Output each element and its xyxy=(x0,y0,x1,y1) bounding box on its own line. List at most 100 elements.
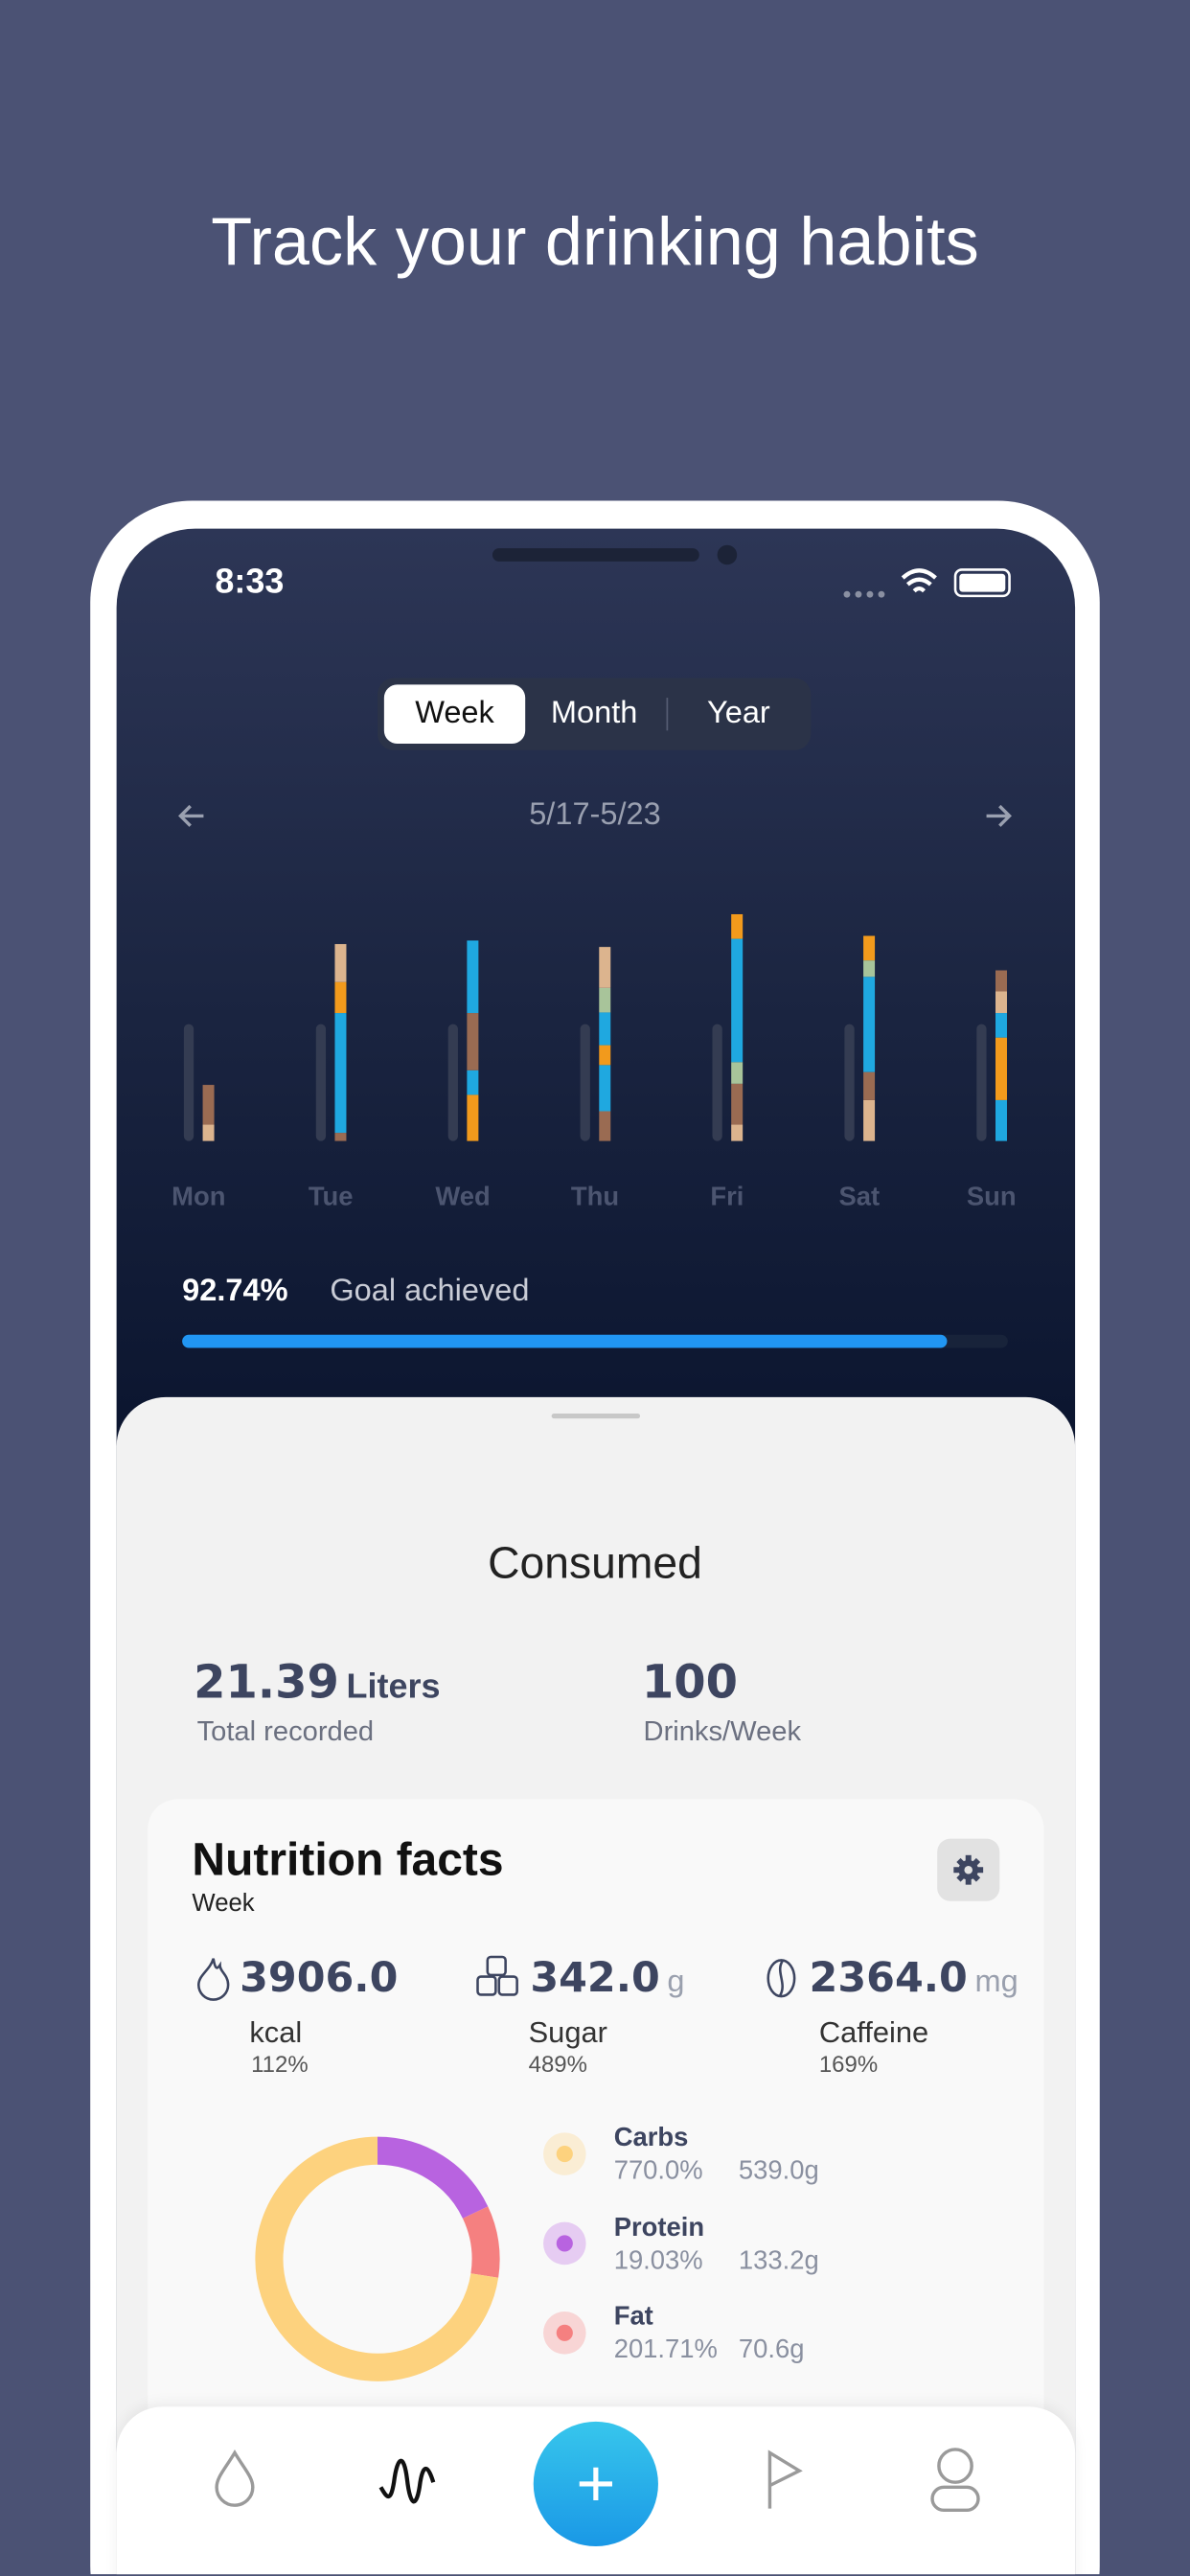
gear-hole xyxy=(964,1865,973,1874)
day-label: Thu xyxy=(571,1181,619,1210)
goal-track xyxy=(183,1024,195,1141)
bar-segment xyxy=(863,960,876,978)
bar-segment xyxy=(995,1037,1007,1100)
goal-track xyxy=(447,1024,458,1141)
bar-segment xyxy=(599,1045,611,1066)
bar-segment xyxy=(731,938,744,1063)
legend-grams: 70.6g xyxy=(738,2335,805,2364)
day-label: Fri xyxy=(710,1181,744,1210)
bar-segment xyxy=(731,1062,744,1084)
stat-percent: 112% xyxy=(251,2050,309,2078)
goal-track xyxy=(315,1024,327,1141)
tab-selected[interactable]: Week xyxy=(383,684,526,745)
date-range: 5/17-5/23 xyxy=(529,797,661,833)
bar-segment xyxy=(995,970,1007,992)
bar-segment xyxy=(731,1124,744,1141)
bar-segment xyxy=(599,987,611,1013)
bar-segment xyxy=(334,944,347,982)
total-label: Total recorded xyxy=(196,1715,375,1747)
stat-name: Sugar xyxy=(528,2015,607,2049)
legend-grams: 133.2g xyxy=(738,2246,819,2275)
stat-unit: g xyxy=(667,1965,685,2000)
goal-percent: 92.74% xyxy=(182,1274,288,1309)
legend-grams: 539.0g xyxy=(738,2157,819,2186)
nutrition-title: Nutrition facts xyxy=(192,1833,504,1885)
drinks-label: Drinks/Week xyxy=(643,1715,802,1747)
bar-segment xyxy=(995,991,1007,1014)
bar-segment xyxy=(863,1099,876,1141)
stat-unit: mg xyxy=(974,1965,1018,2000)
kcal-icon xyxy=(197,1958,230,2001)
bar-segment xyxy=(467,1070,479,1095)
caffeine-icon xyxy=(767,1959,796,1998)
bar-segment xyxy=(599,947,611,988)
battery-level xyxy=(959,573,1006,592)
bar-segment xyxy=(731,913,744,939)
bar-segment xyxy=(863,1071,876,1100)
bar-segment xyxy=(467,1094,479,1141)
stat-name: Caffeine xyxy=(818,2015,929,2049)
legend-dot xyxy=(556,2324,573,2341)
legend-name: Protein xyxy=(613,2214,705,2242)
sugar-icon xyxy=(476,1955,518,1996)
bar-segment xyxy=(334,1013,347,1134)
stat-kcal: 3906.0 xyxy=(240,1954,398,2002)
donut-segment xyxy=(255,2136,499,2381)
legend-percent: 201.71% xyxy=(613,2335,718,2364)
goal-track xyxy=(976,1024,987,1141)
tab[interactable]: Year xyxy=(706,696,770,731)
goal-track xyxy=(712,1024,722,1141)
headline: Track your drinking habits xyxy=(211,203,979,280)
signal xyxy=(843,590,885,598)
donut-segment xyxy=(462,2206,500,2278)
day-label: Tue xyxy=(309,1181,354,1210)
bar-segment xyxy=(334,981,347,1014)
tab[interactable]: Month xyxy=(550,696,638,731)
stat-percent: 489% xyxy=(528,2050,587,2078)
legend-percent: 770.0% xyxy=(613,2157,703,2186)
legend-dot xyxy=(556,2235,573,2252)
legend-percent: 19.03% xyxy=(613,2246,703,2275)
stat-sugar: 342.0 g xyxy=(530,1954,684,2002)
drink-tab[interactable] xyxy=(215,2450,255,2507)
bar-segment xyxy=(599,1012,611,1046)
goal-track xyxy=(580,1024,590,1141)
bar-segment xyxy=(334,1133,347,1141)
stat-value: 3906.0 xyxy=(240,1953,399,2002)
bar-segment xyxy=(467,1013,479,1070)
stats-tab[interactable] xyxy=(378,2458,436,2504)
day-label: Mon xyxy=(172,1181,225,1210)
total-block: 21.39 Liters xyxy=(194,1655,440,1710)
goal-fill xyxy=(182,1334,949,1348)
goal-track xyxy=(844,1024,855,1141)
total-value: 21.39 xyxy=(194,1654,339,1710)
bar-segment xyxy=(731,1083,744,1125)
nutrition-period: Week xyxy=(192,1889,255,1918)
legend-name: Carbs xyxy=(613,2124,689,2152)
consumed-title: Consumed xyxy=(488,1538,702,1588)
stat-caffeine: 2364.0 mg xyxy=(810,1954,1018,2002)
bar-segment xyxy=(202,1085,215,1125)
bar-segment xyxy=(599,1065,611,1112)
next-arrow[interactable] xyxy=(986,804,1012,827)
speaker xyxy=(492,548,699,562)
profile-tab[interactable] xyxy=(930,2448,980,2513)
legend-name: Fat xyxy=(613,2303,653,2332)
donut-segment xyxy=(377,2136,489,2220)
goals-tab[interactable] xyxy=(767,2450,803,2509)
bar-segment xyxy=(995,1013,1007,1038)
add-icon xyxy=(579,2467,612,2501)
nutrition-card xyxy=(148,1799,1044,2490)
wifi xyxy=(901,568,937,593)
stat-value: 342.0 xyxy=(530,1953,660,2002)
prev-arrow[interactable] xyxy=(178,804,204,827)
day-label: Wed xyxy=(435,1181,490,1210)
